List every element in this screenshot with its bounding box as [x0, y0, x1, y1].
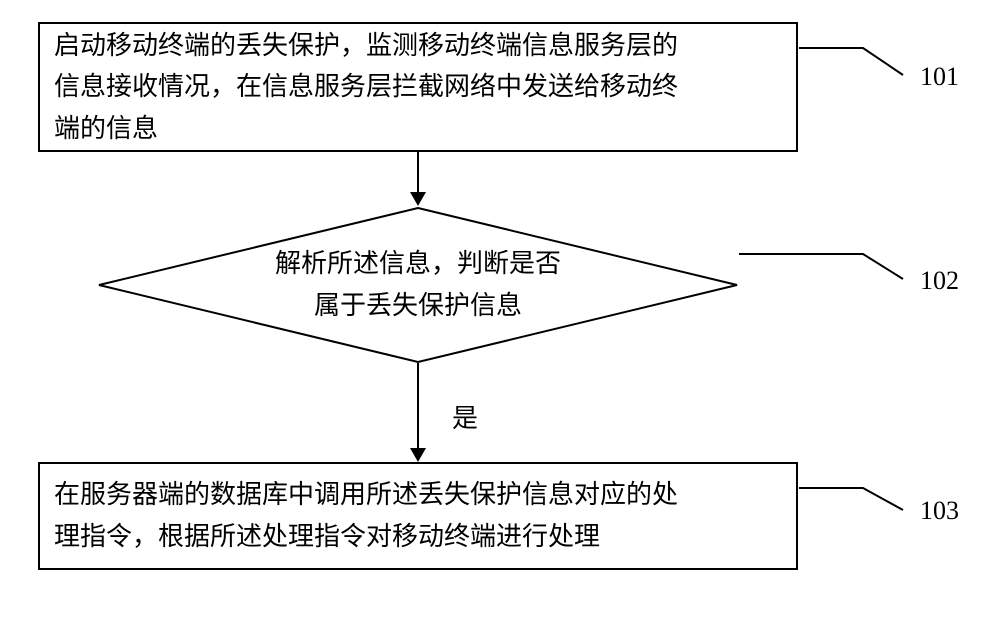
process-text-101: 启动移动终端的丢失保护，监测移动终端信息服务层的 信息接收情况，在信息服务层拦截… [54, 25, 678, 150]
edge-label-yes: 是 [452, 398, 478, 435]
decision-text-102: 解析所述信息，判断是否 属于丢失保护信息 [98, 243, 738, 326]
process-text-103: 在服务器端的数据库中调用所述丢失保护信息对应的处 理指令，根据所述处理指令对移动… [54, 474, 678, 557]
flowchart-canvas: 启动移动终端的丢失保护，监测移动终端信息服务层的 信息接收情况，在信息服务层拦截… [0, 0, 1000, 623]
decision-diamond-102: 解析所述信息，判断是否 属于丢失保护信息 [98, 207, 738, 363]
step-label-102: 102 [920, 266, 959, 296]
process-box-101: 启动移动终端的丢失保护，监测移动终端信息服务层的 信息接收情况，在信息服务层拦截… [38, 22, 798, 152]
process-box-103: 在服务器端的数据库中调用所述丢失保护信息对应的处 理指令，根据所述处理指令对移动… [38, 462, 798, 570]
step-label-103: 103 [920, 496, 959, 526]
step-label-101: 101 [920, 62, 959, 92]
